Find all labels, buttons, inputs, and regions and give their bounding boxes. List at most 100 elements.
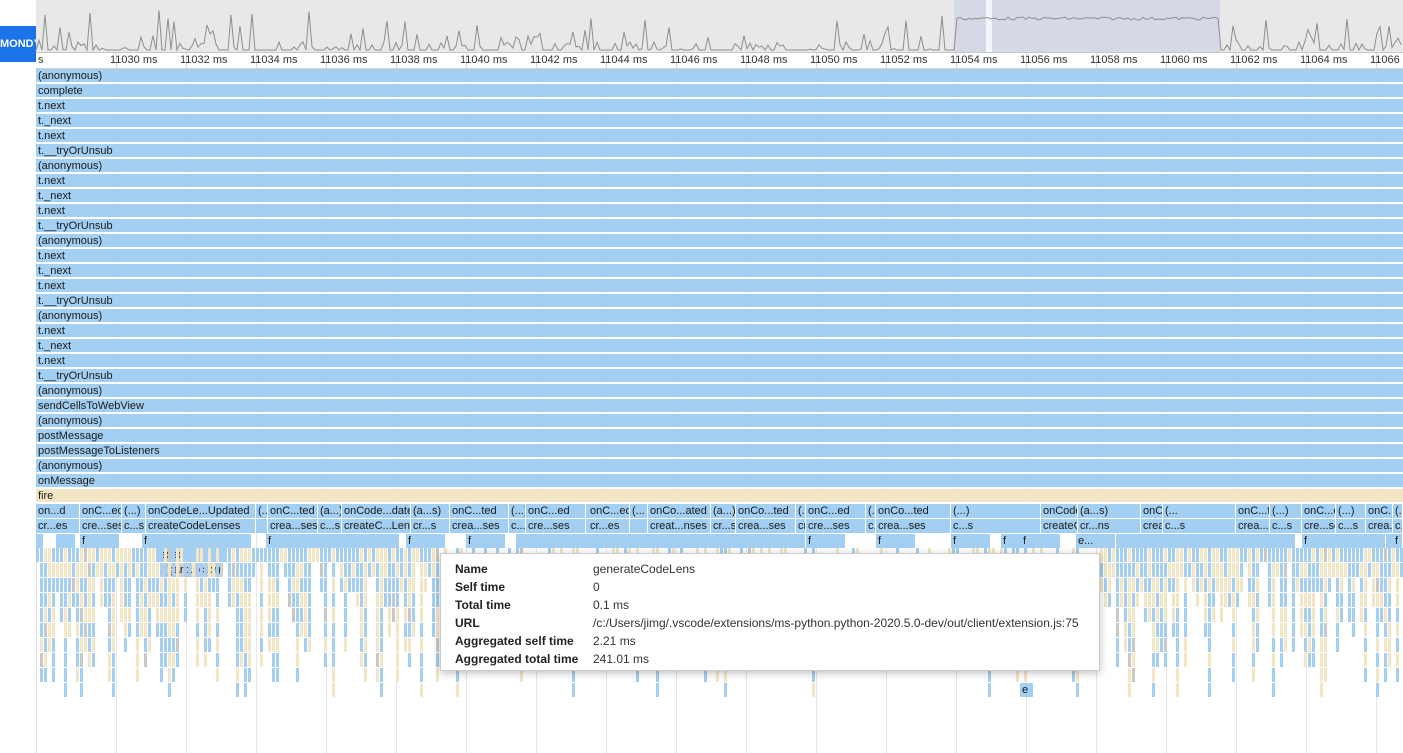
stack-frame[interactable]: sendCellsToWebView <box>36 399 1403 413</box>
call-frame[interactable]: (...) <box>866 504 876 518</box>
call-frame[interactable]: onC...ed <box>588 504 630 518</box>
call-frame[interactable]: (a...s) <box>411 504 450 518</box>
call-frame[interactable] <box>156 534 252 548</box>
call-frame[interactable] <box>1326 534 1386 548</box>
call-frame[interactable]: e... <box>1076 534 1116 548</box>
stack-frame[interactable]: (anonymous) <box>36 309 1403 323</box>
flame-chart[interactable]: (anonymous) complete t.next t._next t.next t.… <box>36 69 1403 753</box>
call-frame[interactable]: cr...es <box>36 519 80 533</box>
call-frame[interactable]: f <box>1021 534 1061 548</box>
call-frame[interactable]: c...s <box>122 519 146 533</box>
call-frame[interactable]: f <box>806 534 846 548</box>
call-frame[interactable]: onC...ed <box>80 504 122 518</box>
call-frame[interactable]: (... <box>256 504 268 518</box>
call-frame[interactable]: onC...ted <box>450 504 509 518</box>
stack-frame[interactable]: fire <box>36 489 1403 503</box>
call-frame[interactable]: createC...Lenses <box>342 519 411 533</box>
call-frame[interactable]: (a...) <box>711 504 736 518</box>
call-frame[interactable] <box>1156 534 1296 548</box>
call-frame[interactable] <box>516 534 806 548</box>
call-frame[interactable]: f <box>876 534 916 548</box>
call-frame[interactable]: (...) <box>1336 504 1366 518</box>
call-frame[interactable]: crea...ses <box>1236 519 1270 533</box>
call-frame[interactable] <box>256 519 268 533</box>
call-frame[interactable]: (...) <box>1393 504 1403 518</box>
stack-frame[interactable]: (anonymous) <box>36 414 1403 428</box>
call-frame[interactable]: onCo...ted <box>736 504 796 518</box>
stack-frame[interactable]: complete <box>36 84 1403 98</box>
call-frame[interactable] <box>296 534 400 548</box>
call-frame[interactable]: cr...s <box>711 519 736 533</box>
stack-frame[interactable]: postMessage <box>36 429 1403 443</box>
stack-frame[interactable]: t.next <box>36 354 1403 368</box>
call-frame[interactable]: (a...) <box>318 504 342 518</box>
stack-frame[interactable]: t.next <box>36 99 1403 113</box>
stack-frame[interactable]: (anonymous) <box>36 384 1403 398</box>
stack-frame[interactable]: t.next <box>36 174 1403 188</box>
call-frame[interactable]: creat...nses <box>1141 519 1163 533</box>
call-frame[interactable]: (...) <box>509 504 526 518</box>
call-frame[interactable]: cre...ses <box>1302 519 1336 533</box>
call-frame[interactable]: onC...ed <box>526 504 586 518</box>
timeline-overview[interactable] <box>36 0 1403 53</box>
call-frame[interactable]: onCodeL...pdated <box>1041 504 1078 518</box>
stack-frame[interactable]: t._next <box>36 189 1403 203</box>
stack-frame[interactable]: t._next <box>36 264 1403 278</box>
call-frame[interactable]: f <box>80 534 120 548</box>
call-frame[interactable]: cre...ses <box>806 519 866 533</box>
call-frame[interactable]: cr...ns <box>1078 519 1141 533</box>
call-frame[interactable]: (...) <box>951 504 1041 518</box>
stack-frame[interactable]: t.next <box>36 324 1403 338</box>
profile-flag[interactable]: MONDY <box>0 26 36 62</box>
stack-frame[interactable]: (anonymous) <box>36 234 1403 248</box>
call-frame[interactable]: crea...ses <box>736 519 796 533</box>
call-frame[interactable]: c...s <box>951 519 1041 533</box>
call-frame[interactable]: onCodeLe...Updated <box>146 504 256 518</box>
call-frame[interactable]: createCodeLenses <box>1041 519 1078 533</box>
call-frame[interactable]: c...s <box>866 519 876 533</box>
call-frame[interactable]: crea...ses <box>876 519 951 533</box>
call-frame[interactable]: cr...es <box>588 519 630 533</box>
call-frame[interactable]: crea...ses <box>1366 519 1393 533</box>
call-frame[interactable]: onC...ted <box>1366 504 1393 518</box>
call-frame[interactable]: f <box>406 534 446 548</box>
call-frame[interactable]: (a...s) <box>1078 504 1141 518</box>
call-frame[interactable]: onCode...dated <box>342 504 411 518</box>
call-frame[interactable]: f <box>951 534 991 548</box>
call-frame[interactable]: onC...ed <box>1302 504 1336 518</box>
call-frame[interactable] <box>630 519 648 533</box>
stack-frame[interactable]: (anonymous) <box>36 69 1403 83</box>
stack-frame[interactable]: t.__tryOrUnsub <box>36 369 1403 383</box>
stack-frame[interactable]: (anonymous) <box>36 159 1403 173</box>
call-frame[interactable]: c...s <box>1163 519 1236 533</box>
stack-frame[interactable]: t.__tryOrUnsub <box>36 144 1403 158</box>
call-frame[interactable]: c...s <box>1336 519 1366 533</box>
stack-frame[interactable]: t.next <box>36 249 1403 263</box>
call-frame[interactable]: (... <box>1163 504 1236 518</box>
call-frame[interactable]: creat...nses <box>648 519 711 533</box>
call-frame[interactable]: c...s <box>1270 519 1302 533</box>
call-frame[interactable]: (...) <box>1270 504 1302 518</box>
call-frame[interactable]: c...s <box>318 519 342 533</box>
stack-frame[interactable]: onMessage <box>36 474 1403 488</box>
call-frame[interactable]: cr...s <box>411 519 450 533</box>
call-frame[interactable]: onCo...ated <box>648 504 711 518</box>
call-frame[interactable]: (... <box>796 504 806 518</box>
call-frame[interactable]: cre...ses <box>80 519 122 533</box>
stack-frame[interactable]: t.next <box>36 204 1403 218</box>
stack-frame[interactable]: postMessageToListeners <box>36 444 1403 458</box>
call-frame[interactable]: (...) <box>122 504 146 518</box>
call-frame[interactable]: onCo...ated <box>1141 504 1163 518</box>
stack-frame[interactable]: t.next <box>36 279 1403 293</box>
call-frame[interactable]: onC...ted <box>268 504 318 518</box>
stack-frame[interactable]: t._next <box>36 339 1403 353</box>
call-frame[interactable]: f <box>466 534 506 548</box>
call-frame[interactable]: (... <box>630 504 648 518</box>
call-frame[interactable]: crea...ses <box>268 519 318 533</box>
stack-frame[interactable]: t.next <box>36 129 1403 143</box>
e-frame[interactable]: e <box>1020 683 1034 697</box>
call-frame[interactable]: createCodeLenses <box>146 519 256 533</box>
call-frame[interactable] <box>56 534 76 548</box>
call-frame[interactable]: cre...ses <box>526 519 586 533</box>
call-frame[interactable] <box>36 534 44 548</box>
